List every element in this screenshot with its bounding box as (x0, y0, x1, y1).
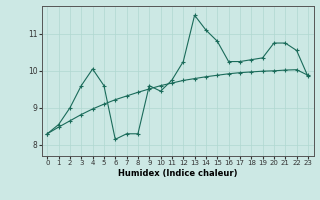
X-axis label: Humidex (Indice chaleur): Humidex (Indice chaleur) (118, 169, 237, 178)
